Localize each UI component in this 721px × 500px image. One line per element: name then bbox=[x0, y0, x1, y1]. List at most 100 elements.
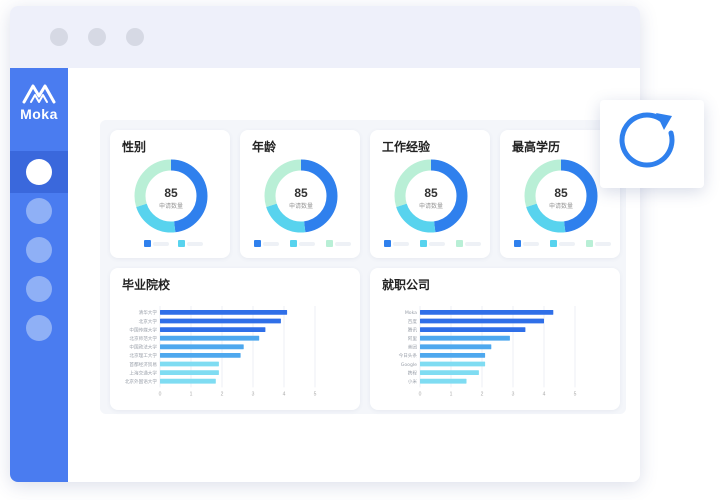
donut-segment bbox=[134, 159, 208, 233]
donut-segment bbox=[264, 159, 338, 233]
title-bar bbox=[10, 6, 640, 68]
donut-chart: 85 申请数量 bbox=[524, 159, 598, 233]
bar bbox=[420, 327, 526, 332]
donut-center-caption: 申请数量 bbox=[159, 202, 183, 210]
bar bbox=[160, 344, 244, 350]
x-tick-label: 2 bbox=[481, 391, 484, 397]
category-label: 上海交通大学 bbox=[129, 369, 157, 376]
donut-chart: 85 申请数量 bbox=[134, 159, 208, 233]
bar bbox=[420, 318, 544, 324]
x-tick-label: 3 bbox=[512, 391, 515, 397]
refresh-icon bbox=[619, 112, 675, 168]
donut-segment bbox=[264, 159, 338, 233]
legend-swatch bbox=[514, 240, 521, 247]
legend-swatch bbox=[550, 240, 557, 247]
nav-item[interactable] bbox=[26, 237, 52, 263]
donut-card: 最高学历 85 申请数量 bbox=[500, 130, 620, 258]
window-control-dot[interactable] bbox=[126, 28, 144, 46]
bar-card: 就职公司 0 1 2 3 4 5 Moka 百度 腾讯 阿里 美团 今日头条 Google 携程 小米 bbox=[370, 268, 620, 410]
legend-placeholder bbox=[153, 242, 169, 246]
window-control-dot[interactable] bbox=[88, 28, 106, 46]
category-label: 百度 bbox=[408, 318, 418, 325]
card-title: 年龄 bbox=[252, 140, 277, 154]
donut-center-value: 85 bbox=[424, 186, 438, 200]
x-tick-label: 4 bbox=[543, 391, 546, 397]
donut-card: 工作经验 85 申请数量 bbox=[370, 130, 490, 258]
donut-center-value: 85 bbox=[164, 186, 178, 200]
legend-placeholder bbox=[429, 242, 445, 246]
refresh-button[interactable] bbox=[600, 100, 704, 188]
donut-center-caption: 申请数量 bbox=[289, 202, 313, 210]
nav-item[interactable] bbox=[26, 159, 52, 185]
legend-placeholder bbox=[187, 242, 203, 246]
legend-swatch bbox=[326, 240, 333, 247]
category-label: 小米 bbox=[408, 378, 418, 385]
donut-card: 年龄 85 申请数量 bbox=[240, 130, 360, 258]
main-content: 性别 85 申请数量 年龄 85 申请数量 工作经验 85 申请数 bbox=[68, 68, 640, 482]
legend-placeholder bbox=[559, 242, 575, 246]
x-tick-label: 3 bbox=[252, 391, 255, 397]
legend-placeholder bbox=[393, 242, 409, 246]
bar bbox=[420, 370, 479, 375]
category-label: 中国政法大学 bbox=[129, 344, 157, 351]
legend-swatch bbox=[290, 240, 297, 247]
card-title: 性别 bbox=[122, 140, 147, 154]
app-window: Moka 性别 85 申请数量 年龄 85 申请数量 bbox=[10, 6, 640, 482]
sidebar: Moka bbox=[10, 68, 68, 482]
category-label: 北京理工大学 bbox=[129, 352, 157, 359]
bar bbox=[160, 335, 260, 341]
legend-swatch bbox=[144, 240, 151, 247]
brand-logo[interactable]: Moka bbox=[10, 82, 68, 122]
category-label: 北京外国语大学 bbox=[125, 378, 158, 385]
donut-segment bbox=[394, 159, 468, 233]
donut-segment bbox=[524, 159, 598, 233]
legend-swatch bbox=[420, 240, 427, 247]
bar bbox=[160, 378, 216, 384]
legend-swatch bbox=[384, 240, 391, 247]
bar bbox=[160, 327, 266, 332]
bar bbox=[160, 361, 219, 367]
donut-center-caption: 申请数量 bbox=[419, 202, 443, 210]
category-label: 腾讯 bbox=[408, 326, 418, 333]
nav-item[interactable] bbox=[26, 276, 52, 302]
x-tick-label: 1 bbox=[450, 391, 453, 397]
nav-item[interactable] bbox=[26, 315, 52, 341]
legend-swatch bbox=[178, 240, 185, 247]
bar bbox=[420, 353, 486, 358]
bar bbox=[420, 335, 510, 341]
donut-center-value: 85 bbox=[554, 186, 568, 200]
legend-placeholder bbox=[263, 242, 279, 246]
nav-item[interactable] bbox=[26, 198, 52, 224]
bar bbox=[160, 310, 288, 315]
legend-placeholder bbox=[335, 242, 351, 246]
donut-segment bbox=[394, 159, 468, 233]
card-title: 工作经验 bbox=[382, 140, 431, 154]
bar bbox=[420, 378, 467, 384]
donut-segment bbox=[134, 159, 208, 233]
legend-placeholder bbox=[523, 242, 539, 246]
bar-chart: 0 1 2 3 4 5 清华大学北京大学中国传媒大学北京师范大学中国政法大学北京理工大学首都… bbox=[125, 306, 317, 397]
donut-chart: 85 申请数量 bbox=[264, 159, 338, 233]
x-tick-label: 0 bbox=[159, 391, 162, 397]
bar bbox=[160, 370, 219, 375]
category-label: 携程 bbox=[408, 369, 418, 376]
category-label: 中国传媒大学 bbox=[129, 326, 157, 333]
category-label: Google bbox=[401, 362, 417, 368]
bar bbox=[420, 310, 554, 315]
legend-swatch bbox=[254, 240, 261, 247]
bar bbox=[160, 318, 281, 324]
x-tick-label: 4 bbox=[283, 391, 286, 397]
legend-placeholder bbox=[595, 242, 611, 246]
bar bbox=[420, 361, 486, 367]
donut-card: 性别 85 申请数量 bbox=[110, 130, 230, 258]
bar bbox=[420, 344, 492, 350]
x-tick-label: 0 bbox=[419, 391, 422, 397]
category-label: 阿里 bbox=[408, 335, 418, 342]
window-control-dot[interactable] bbox=[50, 28, 68, 46]
card-title: 最高学历 bbox=[512, 140, 561, 154]
bar bbox=[160, 353, 241, 358]
x-tick-label: 5 bbox=[574, 391, 577, 397]
x-tick-label: 2 bbox=[221, 391, 224, 397]
legend-swatch bbox=[586, 240, 593, 247]
